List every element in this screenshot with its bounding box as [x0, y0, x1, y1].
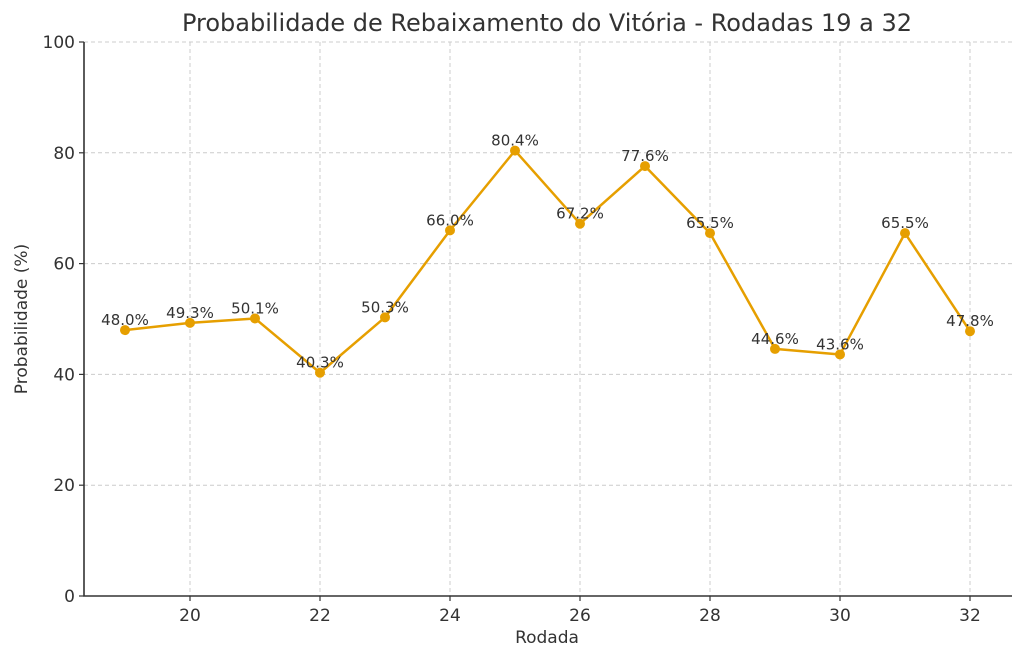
data-point-label: 47.8%	[946, 312, 994, 330]
y-axis-label: Probabilidade (%)	[12, 244, 32, 394]
data-point-label: 43.6%	[816, 335, 864, 353]
y-tick-label: 100	[43, 33, 75, 53]
data-point-marker	[575, 218, 585, 229]
x-tick-label: 22	[309, 606, 331, 626]
data-point-label: 77.6%	[621, 147, 669, 165]
x-tick-label: 28	[699, 606, 721, 626]
y-tick-label: 0	[64, 587, 75, 607]
x-tick-label: 20	[179, 606, 201, 626]
x-tick-label: 26	[569, 606, 591, 626]
data-point-label: 66.0%	[426, 211, 474, 229]
data-point-label: 50.1%	[231, 299, 279, 317]
data-point-marker	[250, 313, 260, 324]
data-point-marker	[445, 225, 455, 236]
data-point-marker	[315, 367, 325, 378]
x-axis-label: Rodada	[515, 628, 579, 648]
axis-spines	[83, 42, 1012, 597]
data-point-label: 65.5%	[686, 214, 734, 232]
data-labels: 48.0% 49.3% 50.1% 40.3% 50.3% 66.0% 80.4% 67.2%…	[101, 132, 994, 372]
x-tick-label: 32	[959, 606, 981, 626]
data-point-marker	[835, 349, 845, 360]
data-point-label: 50.3%	[361, 298, 409, 316]
data-point-marker	[185, 317, 195, 328]
data-point-marker	[120, 325, 130, 336]
data-point-label: 80.4%	[491, 132, 539, 150]
data-point-label: 65.5%	[881, 214, 929, 232]
x-tick-label: 24	[439, 606, 461, 626]
data-point-label: 40.3%	[296, 354, 344, 372]
chart-title: Probabilidade de Rebaixamento do Vitória…	[182, 9, 912, 37]
data-point-label: 49.3%	[166, 304, 214, 322]
y-tick-label: 60	[53, 255, 75, 275]
data-point-label: 67.2%	[556, 205, 604, 223]
data-point-marker	[510, 145, 520, 156]
data-point-label: 48.0%	[101, 311, 149, 329]
data-point-marker	[380, 312, 390, 323]
y-tick-label: 20	[53, 476, 75, 496]
data-point-marker	[900, 228, 910, 239]
data-point-marker	[640, 161, 650, 172]
data-point-marker	[770, 343, 780, 354]
series-line	[124, 149, 972, 374]
grid-lines	[84, 41, 1012, 597]
data-point-marker	[965, 326, 975, 337]
data-series	[120, 145, 975, 378]
x-tick-label: 30	[829, 606, 851, 626]
axes: 20 22 24 26 28 30 32 0 20 40 60 80 100	[43, 33, 1012, 626]
data-point-marker	[705, 228, 715, 239]
data-point-label: 44.6%	[751, 330, 799, 348]
y-tick-label: 80	[53, 144, 75, 164]
y-tick-label: 40	[53, 365, 75, 385]
